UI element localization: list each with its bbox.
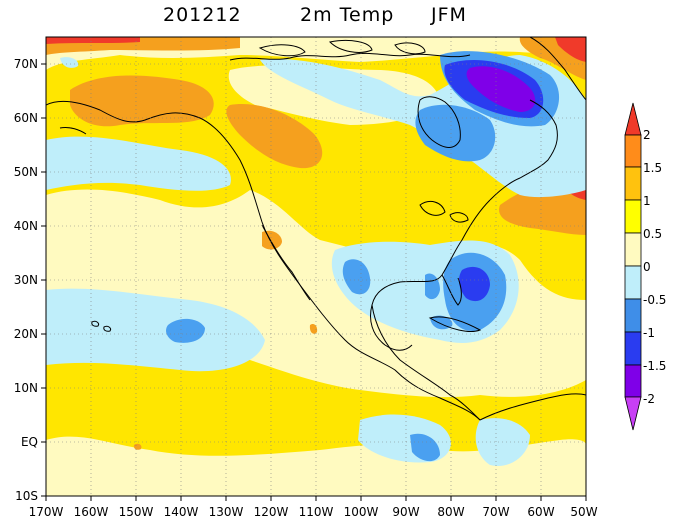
legend-label: -1.5 — [643, 359, 666, 373]
gridlines — [46, 37, 586, 496]
lon-label: 100W — [344, 505, 379, 519]
title-variable: 2m Temp — [300, 4, 395, 26]
legend-label: 0 — [643, 260, 651, 274]
warm-anomaly-alaska — [70, 75, 214, 127]
lon-label: 90W — [392, 505, 419, 519]
south-america-coast — [479, 393, 586, 421]
warm-anomaly-canada-west — [226, 104, 323, 169]
warm-anomaly-mexico — [309, 323, 318, 334]
hot-anomaly-greenland — [555, 37, 586, 62]
lat-label: 70N — [14, 57, 38, 71]
lon-label: 130W — [209, 505, 244, 519]
legend-swatch — [624, 298, 642, 333]
legend-swatch — [624, 364, 642, 398]
cuba — [428, 316, 482, 332]
hot-anomaly-arctic — [46, 37, 140, 44]
legend-swatch — [624, 396, 642, 431]
title-season: JFM — [431, 4, 467, 26]
cool-anomaly-arctic-west — [60, 57, 79, 68]
cool-anomaly-pacific-north — [46, 136, 231, 191]
axis-ticks — [41, 63, 587, 501]
legend-swatch — [624, 102, 642, 136]
lon-label: 50W — [570, 505, 597, 519]
lon-label: 150W — [119, 505, 154, 519]
legend-swatch — [624, 166, 642, 201]
lat-label: 20N — [14, 327, 38, 341]
strong-cold-anomaly-florida — [458, 266, 490, 302]
arctic-island — [258, 44, 306, 57]
lon-label: 110W — [299, 505, 334, 519]
hawaii — [91, 320, 99, 327]
lat-label: 10S — [15, 489, 38, 503]
legend-label: 1.5 — [643, 161, 662, 175]
coastline — [46, 37, 586, 421]
extreme-cold-anomaly-labrador — [466, 66, 536, 112]
lat-label: 40N — [14, 219, 38, 233]
lon-label: 60W — [527, 505, 554, 519]
legend-swatch — [624, 331, 642, 366]
latitude-labels: 70N 60N 50N 40N 30N 20N 10N EQ 10S — [14, 57, 38, 503]
color-legend: 2 1.5 1 0.5 0 -0.5 -1 -1.5 -2 — [624, 102, 666, 431]
lon-label: 120W — [254, 505, 289, 519]
florida-peninsula — [441, 274, 462, 306]
lat-label: 50N — [14, 165, 38, 179]
longitude-labels: 170W 160W 150W 140W 130W 120W 110W 100W … — [29, 505, 598, 519]
legend-swatch — [624, 134, 642, 168]
legend-label: 1 — [643, 194, 651, 208]
legend-label: -1 — [643, 326, 655, 340]
title-date: 201212 — [163, 4, 242, 26]
lon-label: 170W — [29, 505, 64, 519]
great-lakes — [419, 201, 446, 216]
hudson-bay — [417, 96, 461, 148]
central-america — [370, 304, 413, 351]
aleutian-coast — [59, 127, 87, 135]
north-america-coast — [46, 100, 481, 421]
hawaii — [103, 325, 111, 332]
lat-label: 30N — [14, 273, 38, 287]
arctic-island — [394, 42, 426, 55]
arctic-island — [328, 39, 373, 53]
cold-anomaly-gulf — [342, 259, 371, 295]
lon-label: 160W — [74, 505, 109, 519]
legend-label: 2 — [643, 128, 651, 142]
east-coast — [489, 99, 558, 201]
arctic-coast — [229, 52, 471, 61]
cold-anomaly-hudson — [415, 104, 496, 162]
legend-swatch — [624, 232, 642, 267]
lon-label: 140W — [164, 505, 199, 519]
warm-anomaly-southwest — [262, 230, 282, 250]
lon-label: 70W — [482, 505, 509, 519]
cold-anomaly-panama — [410, 433, 440, 462]
lat-label: 60N — [14, 111, 38, 125]
legend-label: -0.5 — [643, 293, 666, 307]
legend-swatch — [624, 199, 642, 234]
pale-yellow-region — [245, 208, 301, 359]
legend-swatch — [624, 265, 642, 300]
baja-california — [261, 224, 311, 301]
lat-label: 10N — [14, 381, 38, 395]
cool-anomaly-pacific-central — [46, 288, 265, 372]
cold-anomaly-pacific — [166, 318, 205, 343]
legend-label: 0.5 — [643, 227, 662, 241]
greenland-coast — [529, 37, 586, 101]
great-lakes — [449, 212, 469, 223]
gulf-coast — [371, 199, 491, 421]
map-title: 201212 2m Temp JFM — [0, 4, 600, 32]
lat-label: EQ — [21, 435, 38, 449]
legend-label: -2 — [643, 392, 655, 406]
lon-label: 80W — [437, 505, 464, 519]
